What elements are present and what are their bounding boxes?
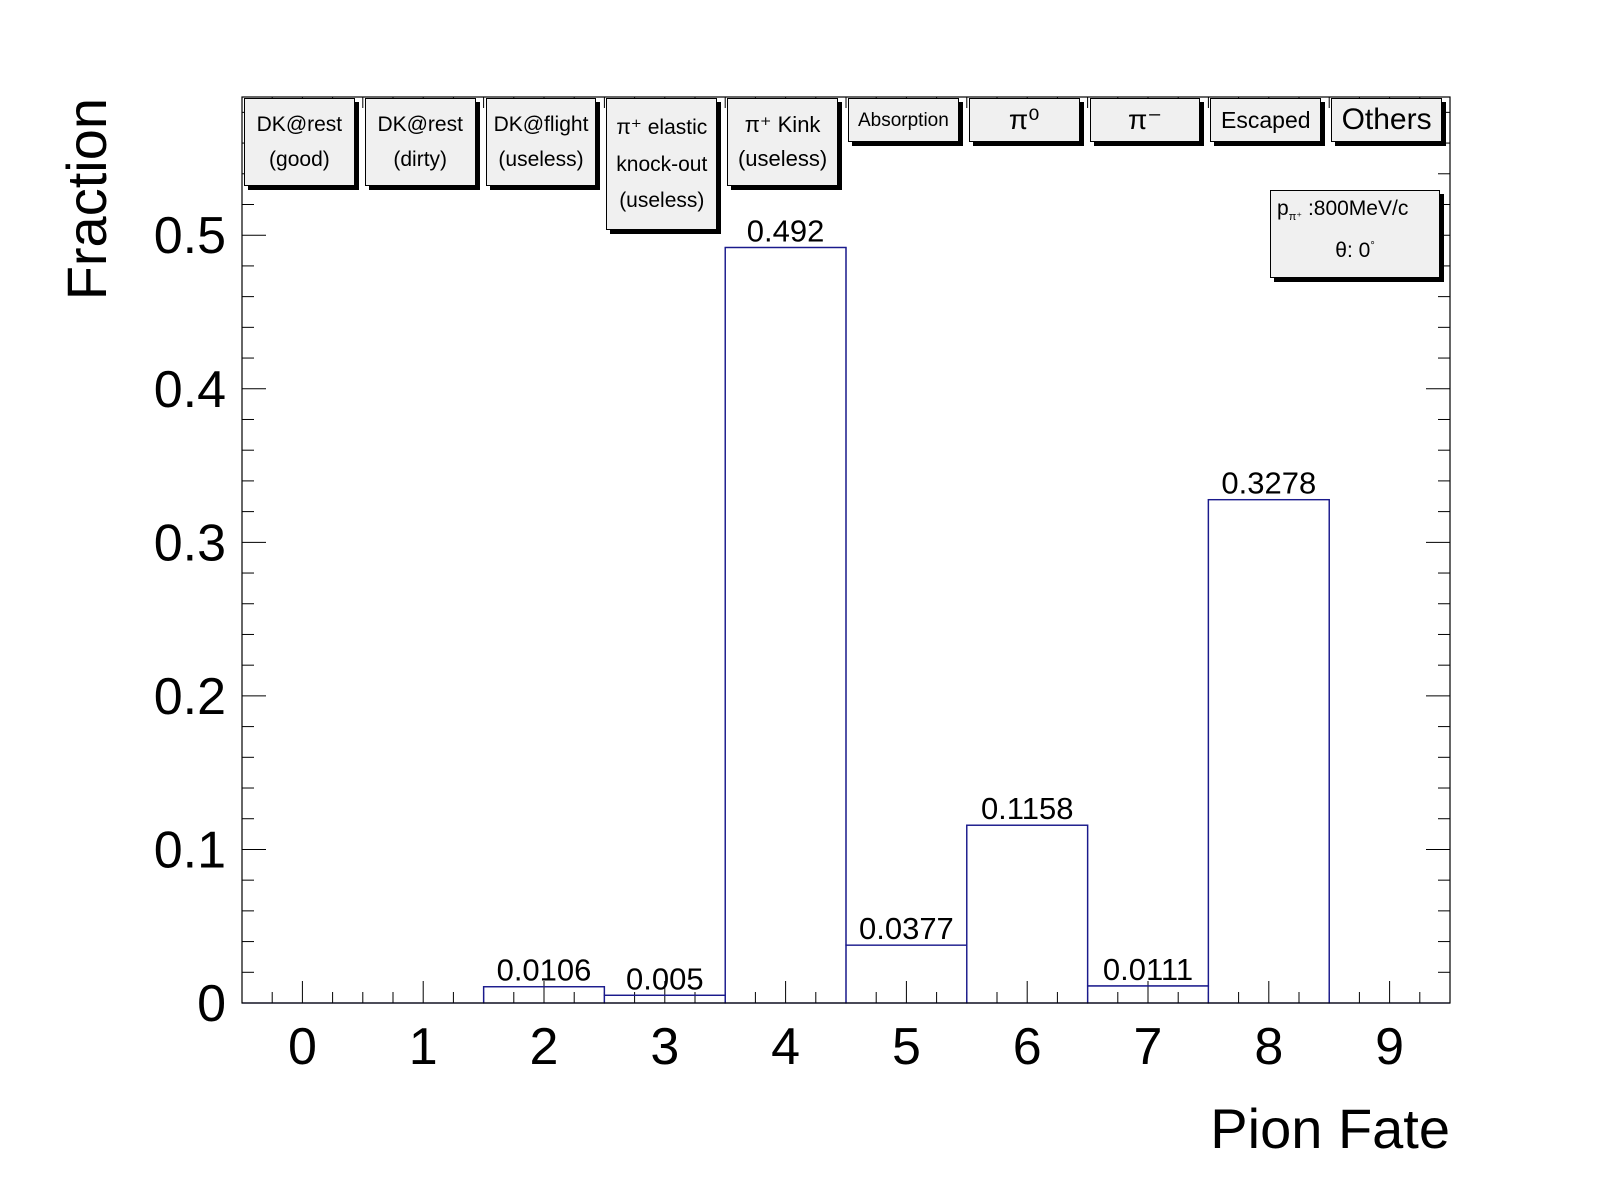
y-tick-label: 0.3: [154, 514, 226, 572]
bar-8: [1207, 498, 1330, 1004]
category-label-box-2: DK@flight (useless): [485, 98, 597, 186]
x-tick-label: 3: [650, 1018, 679, 1076]
category-label-line: π⁺ elastic: [616, 115, 708, 139]
category-label-line: (useless): [619, 189, 705, 213]
tick-labels: 0 1 2 3 4 5 6 7 8 9 0 0.1 0.2 0.3 0.4 0.5: [154, 207, 1404, 1076]
y-axis-title: Fraction: [55, 98, 118, 300]
value-label-2: 0.0106: [497, 953, 592, 988]
value-label-6: 0.1158: [981, 791, 1074, 826]
y-tick-label: 0.5: [154, 207, 226, 265]
category-label-line: π⁺ Kink: [744, 111, 821, 137]
bar-4: [724, 246, 847, 1004]
category-label-line: (good): [269, 147, 330, 171]
x-tick-label: 7: [1134, 1018, 1163, 1076]
category-label-box-9: Others: [1331, 98, 1442, 142]
category-label-line: (dirty): [393, 147, 448, 171]
category-label-line: DK@flight: [493, 113, 589, 137]
category-label-box-5: Absorption: [848, 98, 959, 142]
x-tick-label: 8: [1254, 1018, 1283, 1076]
category-label-box-4: π⁺ Kink (useless): [727, 98, 838, 186]
value-labels: 0.0106 0.005 0.492 0.0377 0.1158 0.0111 0.3278: [497, 213, 1317, 996]
angle-label: θ: 0°: [1335, 239, 1375, 262]
value-label-4: 0.492: [747, 213, 825, 248]
y-tick-label: 0.1: [154, 821, 226, 879]
category-label-line: Absorption: [857, 109, 949, 131]
category-label-box-0: DK@rest (good): [244, 98, 355, 186]
y-tick-label: 0.4: [154, 361, 226, 419]
category-label-line: (useless): [498, 147, 584, 171]
category-label-line: knock-out: [616, 152, 708, 176]
value-label-7: 0.0111: [1103, 952, 1193, 987]
category-label-line: π⁻: [1127, 104, 1163, 135]
x-tick-label: 1: [409, 1018, 438, 1076]
x-tick-label: 0: [288, 1018, 317, 1076]
category-label-line: π⁰: [1008, 104, 1040, 135]
momentum-label: pπ⁺ :800MeV/c: [1277, 197, 1409, 224]
histogram-bars: [242, 246, 1450, 1004]
y-tick-label: 0: [197, 975, 226, 1033]
x-tick-label: 9: [1375, 1018, 1404, 1076]
category-label-line: (useless): [737, 146, 828, 172]
value-label-5: 0.0377: [859, 911, 954, 946]
x-tick-label: 5: [892, 1018, 921, 1076]
category-label-box-8: Escaped: [1210, 98, 1322, 142]
plot-frame: [241, 96, 1451, 1004]
x-axis-title: Pion Fate: [1210, 1097, 1450, 1160]
category-label-line: Others: [1341, 103, 1432, 136]
category-label-box-6: π⁰: [968, 98, 1080, 142]
category-label-box-1: DK@rest (dirty): [364, 98, 476, 186]
category-label-line: Escaped: [1221, 106, 1311, 133]
x-tick-label: 2: [530, 1018, 559, 1076]
category-label-line: DK@rest: [377, 113, 463, 137]
category-label-box-7: π⁻: [1089, 98, 1201, 142]
x-tick-label: 6: [1013, 1018, 1042, 1076]
y-tick-label: 0.2: [154, 668, 226, 726]
kinematics-legend: pπ⁺ :800MeV/c θ: 0°: [1270, 190, 1440, 278]
plot-area-frame: [241, 96, 1451, 1004]
value-label-8: 0.3278: [1221, 466, 1316, 501]
category-label-line: DK@rest: [256, 113, 343, 137]
category-label-box-3: π⁺ elastic knock-out (useless): [606, 98, 718, 230]
value-label-3: 0.005: [626, 961, 704, 996]
bar-6: [966, 824, 1089, 1004]
x-tick-label: 4: [771, 1018, 800, 1076]
